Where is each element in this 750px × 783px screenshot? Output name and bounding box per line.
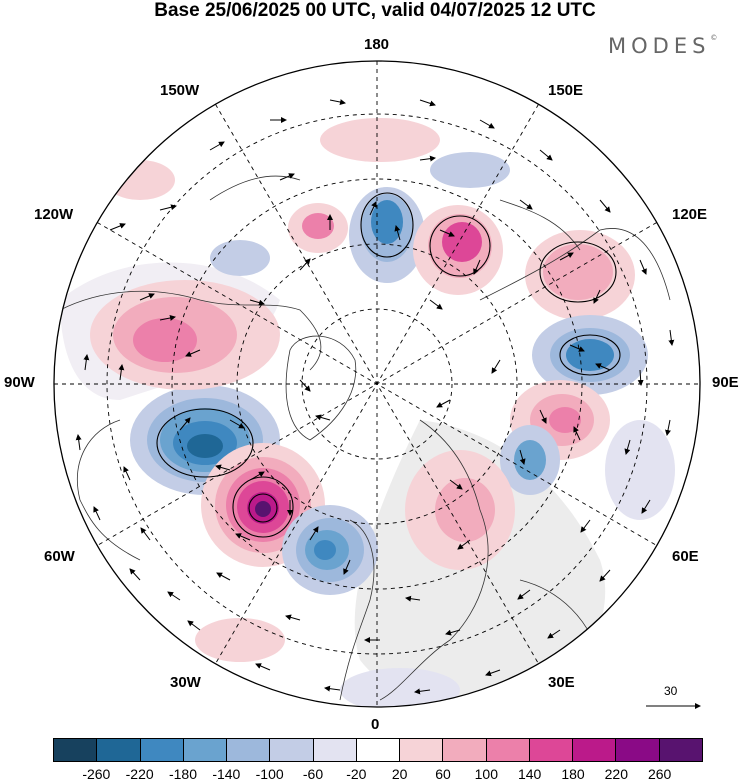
colorbar-swatch — [400, 739, 444, 761]
colorbar-tick-label: 20 — [391, 766, 408, 782]
colorbar-tick-label: -260 — [82, 766, 111, 782]
colorbar-swatch — [140, 739, 184, 761]
colorbar-tick-label: -140 — [212, 766, 241, 782]
contour-lines — [156, 192, 621, 538]
page-title: Base 25/06/2025 00 UTC, valid 04/07/2025… — [154, 0, 596, 21]
colorbar-tick-label: 180 — [561, 766, 585, 782]
lon-label-150e: 150E — [548, 82, 584, 99]
colorbar-swatch — [97, 739, 141, 761]
colorbar-swatch — [616, 739, 660, 761]
lon-label-90e: 90E — [712, 374, 739, 391]
brand-logo: MODES© — [608, 34, 717, 58]
lon-label-90w: 90W — [4, 374, 35, 391]
colorbar-swatch — [227, 739, 271, 761]
colorbar-tick-label: -220 — [125, 766, 154, 782]
lon-label-180: 180 — [364, 36, 390, 53]
colorbar-swatch — [54, 739, 98, 761]
colorbar-swatch — [659, 739, 702, 761]
colorbar-swatch — [573, 739, 617, 761]
graticule — [54, 61, 700, 707]
colorbar-tick-label: 60 — [435, 766, 451, 782]
lon-label-0: 0 — [371, 716, 380, 733]
colorbar-tick-label: -60 — [302, 766, 324, 782]
lon-label-30e: 30E — [548, 674, 575, 691]
colorbar-swatch — [183, 739, 228, 761]
copyright-mark: © — [710, 34, 718, 42]
colorbar-swatch — [313, 739, 357, 761]
colorbar-tick-label: -100 — [255, 766, 284, 782]
lon-label-60e: 60E — [672, 548, 699, 565]
colorbar-swatch — [356, 739, 401, 761]
colorbar-tick-label: -20 — [346, 766, 367, 782]
lon-label-60w: 60W — [44, 548, 75, 565]
colorbar — [53, 738, 703, 762]
lon-label-30w: 30W — [170, 674, 201, 691]
colorbar-tick-label: 100 — [474, 766, 499, 782]
colorbar-tick-label: 260 — [647, 766, 672, 782]
colorbar-swatch — [486, 739, 530, 761]
colorbar-tick-label: -180 — [168, 766, 198, 782]
lon-label-150w: 150W — [160, 82, 200, 99]
wind-vectors — [75, 99, 675, 695]
lon-label-120e: 120E — [672, 206, 708, 223]
map-border — [53, 60, 701, 708]
brand-name: MODES — [608, 34, 711, 58]
reference-vector-label: 30 — [664, 684, 678, 698]
colorbar-swatch — [443, 739, 487, 761]
colorbar-swatch — [270, 739, 314, 761]
lon-label-120w: 120W — [34, 206, 74, 223]
colorbar-swatch — [529, 739, 574, 761]
anomaly-field — [54, 61, 700, 707]
colorbar-tick-label: 140 — [517, 766, 542, 782]
colorbar-tick-label: 220 — [604, 766, 629, 782]
